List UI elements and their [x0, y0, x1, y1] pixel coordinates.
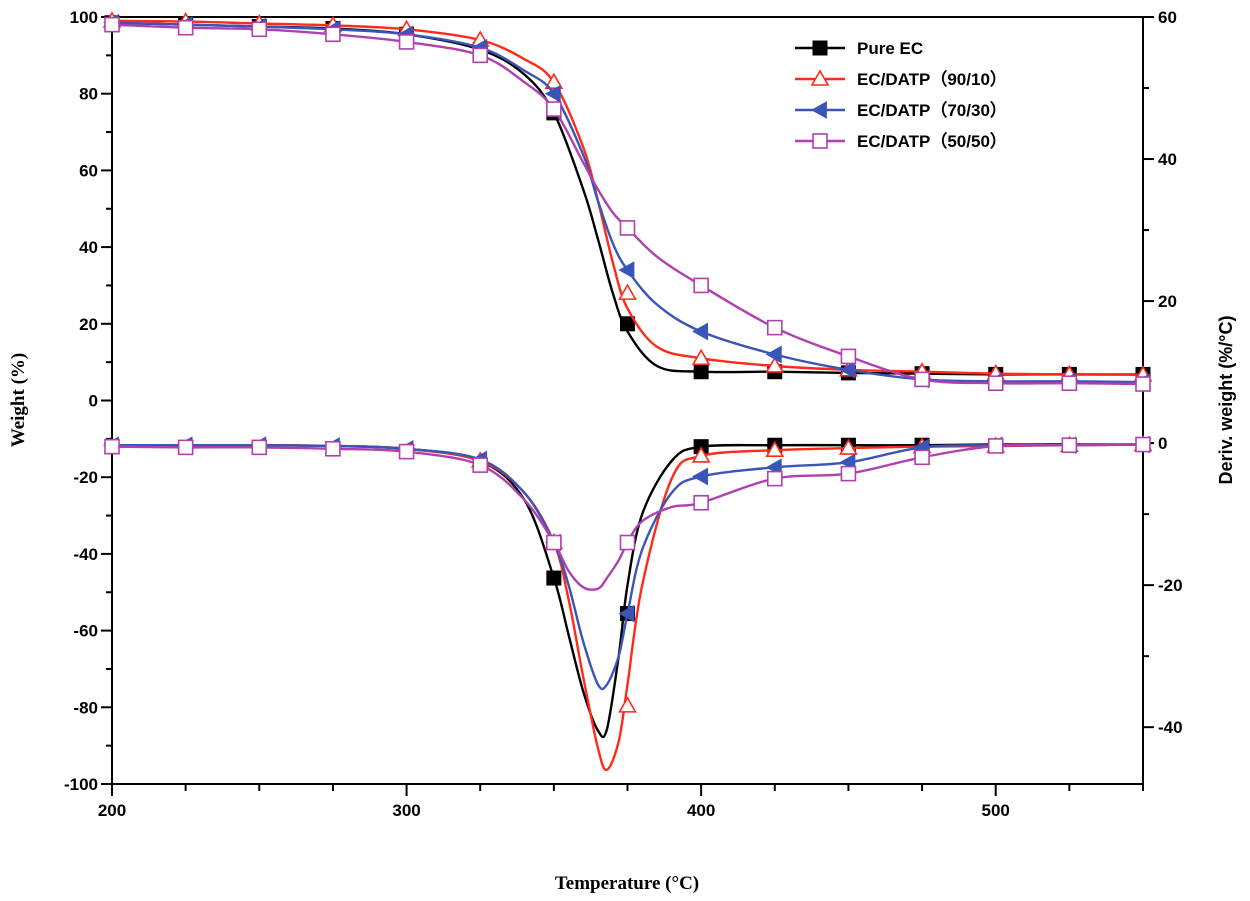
- deriv-point: [914, 449, 930, 466]
- y-tick-label: -60: [73, 622, 98, 641]
- deriv-line: [112, 443, 1143, 739]
- deriv-point: [1061, 437, 1078, 454]
- x-tick-label: 500: [982, 801, 1010, 820]
- y-tick-label: 0: [89, 392, 98, 411]
- deriv-line: [111, 443, 1144, 591]
- weight-point: [839, 360, 856, 379]
- y2-tick-label: 20: [1158, 292, 1177, 311]
- weight-point: [692, 322, 709, 341]
- deriv-point: [177, 439, 194, 456]
- deriv-point: [766, 470, 783, 487]
- weight-point: [765, 356, 785, 373]
- y2-tick-label: 60: [1158, 8, 1177, 27]
- y-tick-label: 60: [79, 161, 98, 180]
- weight-point: [618, 261, 635, 279]
- y-tick-label: -100: [64, 775, 98, 794]
- legend-item: EC/DATP（70/30）: [795, 100, 1007, 120]
- weight-point: [914, 371, 930, 388]
- legend-swatch-marker: [812, 40, 828, 56]
- legend-swatch-marker: [810, 101, 827, 119]
- deriv-point: [765, 440, 785, 458]
- y2-axis-ticks: -40 -20 0 20 40 60: [1143, 8, 1183, 737]
- deriv-point: [546, 534, 562, 551]
- y-tick-label: 100: [70, 8, 98, 27]
- deriv-point: [693, 494, 709, 511]
- y2-tick-label: -40: [1158, 718, 1183, 737]
- legend: Pure EC EC/DATP（90/10） EC/DATP（70/30） EC/DA…: [795, 39, 1007, 151]
- y2-tick-label: -20: [1158, 576, 1183, 595]
- series-3: [104, 16, 1151, 591]
- deriv-point: [546, 570, 562, 586]
- weight-point: [544, 84, 561, 103]
- x-axis-ticks: 200 300 400 500: [98, 784, 1144, 820]
- x-tick-label: 400: [687, 801, 715, 820]
- deriv-point: [618, 604, 635, 623]
- x-tick-label: 300: [392, 801, 420, 820]
- weight-point: [325, 26, 341, 43]
- deriv-point: [691, 446, 711, 463]
- weight-point: [544, 72, 564, 89]
- legend-item: EC/DATP（50/50）: [795, 131, 1007, 151]
- weight-point: [104, 16, 120, 33]
- y-tick-label: -80: [73, 698, 98, 717]
- legend-label: EC/DATP（70/30）: [857, 100, 1007, 120]
- weight-point: [693, 277, 709, 294]
- deriv-point: [472, 457, 489, 473]
- y-tick-label: 20: [79, 315, 98, 334]
- weight-point: [546, 101, 562, 117]
- deriv-point: [104, 438, 120, 455]
- weight-point: [620, 316, 635, 332]
- weight-point: [618, 283, 637, 300]
- legend-item: EC/DATP（90/10）: [795, 69, 1007, 89]
- x-tick-label: 200: [98, 801, 126, 820]
- y-axis-ticks: -100 -80 -60 -40 -20 0 20 40 60 80 100: [64, 8, 112, 794]
- y-tick-label: 40: [79, 238, 98, 257]
- y2-tick-label: 40: [1158, 150, 1177, 169]
- deriv-point: [692, 467, 709, 486]
- deriv-point: [325, 440, 341, 457]
- legend-label: EC/DATP（90/10）: [857, 69, 1007, 89]
- weight-point: [472, 47, 489, 64]
- deriv-point: [398, 443, 415, 460]
- weight-point: [766, 319, 783, 336]
- y-tick-label: -20: [73, 468, 98, 487]
- legend-swatch-marker: [810, 69, 830, 86]
- weight-point: [1061, 375, 1078, 392]
- weight-point: [619, 220, 636, 236]
- weight-point: [177, 19, 194, 36]
- weight-point: [765, 345, 782, 364]
- x-axis-title: Temperature (°C): [555, 873, 699, 894]
- deriv-point: [987, 438, 1004, 454]
- deriv-point: [1135, 436, 1151, 453]
- deriv-point: [839, 438, 858, 455]
- weight-point: [693, 364, 709, 380]
- deriv-point: [840, 465, 857, 482]
- weight-point: [251, 21, 268, 38]
- deriv-point: [619, 534, 636, 551]
- legend-swatch-marker: [812, 133, 828, 149]
- weight-point: [840, 348, 857, 365]
- deriv-line: [112, 443, 1144, 691]
- series-layer: [102, 11, 1153, 772]
- y2-axis-title: Deriv. weight (%/°C): [1216, 316, 1236, 485]
- deriv-point: [251, 439, 268, 456]
- y-tick-label: 80: [79, 85, 98, 104]
- weight-point: [398, 34, 415, 50]
- legend-label: Pure EC: [857, 39, 923, 58]
- y-tick-label: -40: [73, 545, 98, 564]
- weight-point: [1135, 376, 1151, 392]
- legend-item: Pure EC: [795, 39, 923, 58]
- weight-point: [987, 375, 1004, 392]
- series-1: [102, 11, 1153, 772]
- y-axis-title: Weight (%): [8, 353, 29, 447]
- legend-label: EC/DATP（50/50）: [857, 131, 1007, 151]
- deriv-point: [618, 696, 637, 713]
- weight-point: [691, 348, 711, 366]
- y2-tick-label: 0: [1158, 434, 1167, 453]
